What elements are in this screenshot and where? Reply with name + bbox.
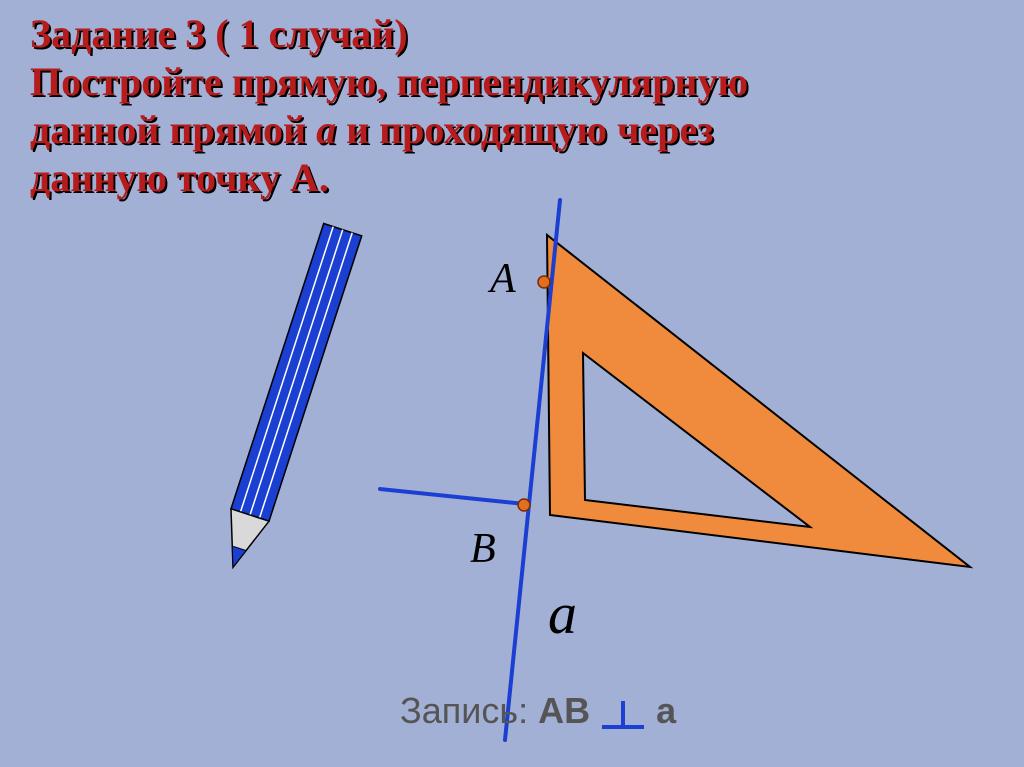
set-square-icon: [547, 235, 970, 567]
label-point-b: B: [470, 525, 496, 573]
notation-a: а: [656, 690, 676, 731]
points: [518, 276, 550, 511]
notation-text: Запись: АВ а: [400, 690, 676, 732]
notation-prefix: Запись:: [400, 690, 538, 731]
perpendicular-segment: [380, 489, 525, 504]
task-heading: Задание 3 ( 1 случай)Постройте прямую, п…: [30, 10, 990, 202]
perpendicular-icon: [600, 698, 646, 728]
notation-ab: АВ: [538, 690, 590, 731]
pencil-icon: [214, 224, 362, 574]
label-point-a: A: [490, 255, 516, 303]
label-line-a: a: [548, 580, 577, 647]
